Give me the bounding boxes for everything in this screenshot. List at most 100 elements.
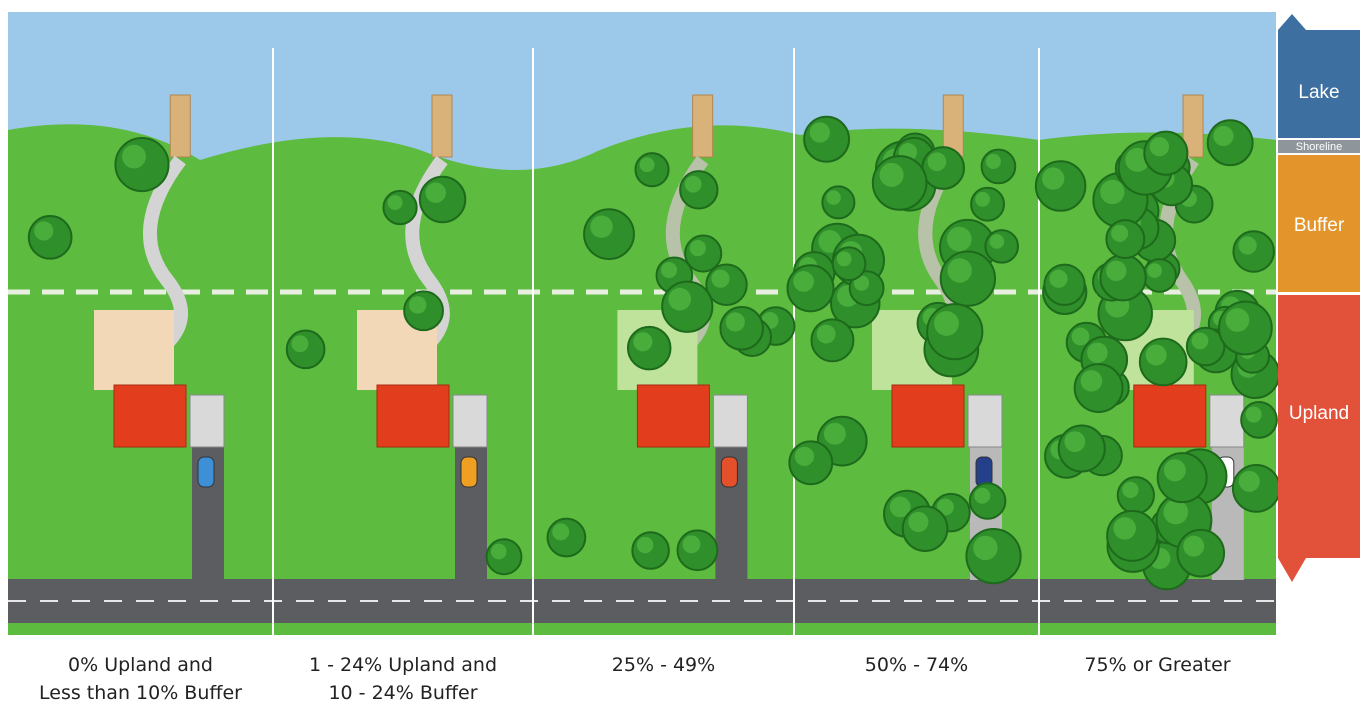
verge xyxy=(8,623,1276,635)
tree-highlight xyxy=(879,162,904,187)
upland-zone xyxy=(1278,295,1360,558)
tree-highlight xyxy=(1080,370,1103,392)
dividers xyxy=(272,48,1040,635)
tree-highlight xyxy=(660,261,678,279)
shoreline-zone xyxy=(1278,140,1360,153)
tree-highlight xyxy=(818,230,842,253)
tree-highlight xyxy=(1149,136,1170,157)
tree-highlight xyxy=(1191,332,1209,350)
tree-highlight xyxy=(946,226,972,252)
house-roof xyxy=(891,384,965,448)
tree-highlight xyxy=(1163,499,1189,525)
house-roof xyxy=(113,384,187,448)
tree-highlight xyxy=(1238,470,1260,492)
tree-highlight xyxy=(633,332,653,352)
tree-highlight xyxy=(1106,260,1127,282)
tree-highlight xyxy=(552,523,570,541)
tree-highlight xyxy=(975,191,991,207)
tree-highlight xyxy=(989,234,1005,249)
patio xyxy=(94,310,174,390)
garage xyxy=(967,394,1003,448)
house-roof xyxy=(1133,384,1207,448)
tree-highlight xyxy=(490,543,507,560)
tree-highlight xyxy=(1111,224,1129,242)
tree-highlight xyxy=(1064,431,1086,452)
tree-highlight xyxy=(1122,481,1139,499)
zone-label: Lake xyxy=(1298,82,1339,103)
lake-zone xyxy=(1278,30,1360,138)
driveway xyxy=(192,430,224,580)
tree-highlight xyxy=(793,271,814,292)
scene xyxy=(27,94,1281,591)
tree-highlight xyxy=(122,144,146,169)
tree-highlight xyxy=(934,311,959,336)
panel-caption: 75% or Greater xyxy=(1084,654,1230,676)
tree-highlight xyxy=(1087,342,1108,364)
tree-highlight xyxy=(1245,406,1262,423)
tree-highlight xyxy=(927,152,947,172)
driveway xyxy=(715,430,748,580)
garage xyxy=(189,394,225,448)
tree-highlight xyxy=(794,446,815,466)
zone-bar: Lake Shoreline Buffer Upland xyxy=(1278,14,1360,582)
dock xyxy=(692,94,714,158)
dock xyxy=(169,94,191,158)
tree-highlight xyxy=(823,422,846,445)
panel-caption: Less than 10% Buffer xyxy=(39,682,242,704)
zone-label: Shoreline xyxy=(1296,141,1342,153)
tree-highlight xyxy=(682,535,701,554)
dock xyxy=(1182,94,1204,158)
panel-caption: 25% - 49% xyxy=(612,654,715,676)
tree-highlight xyxy=(684,175,702,193)
tree-highlight xyxy=(974,487,991,504)
tree-highlight xyxy=(816,324,836,344)
garage xyxy=(1209,394,1245,448)
tree-highlight xyxy=(1163,459,1186,482)
tree-highlight xyxy=(639,157,655,173)
tree-highlight xyxy=(668,287,692,311)
garage xyxy=(452,394,488,448)
tree-highlight xyxy=(985,153,1001,169)
tree-highlight xyxy=(1238,236,1257,255)
tree-highlight xyxy=(291,335,309,353)
house-roof xyxy=(636,384,710,448)
captions: 0% Upland and Less than 10% Buffer 1 - 24%… xyxy=(39,654,1231,704)
tree-highlight xyxy=(836,251,852,267)
tree-highlight xyxy=(908,511,929,533)
tree-highlight xyxy=(973,535,998,561)
zone-label: Buffer xyxy=(1294,215,1345,236)
tree-highlight xyxy=(826,190,841,205)
tree-highlight xyxy=(889,496,911,518)
garage xyxy=(712,394,748,448)
tree-highlight xyxy=(34,221,54,241)
arrow-up xyxy=(1278,14,1306,30)
tree-highlight xyxy=(1145,344,1167,366)
panel-caption: 10 - 24% Buffer xyxy=(328,682,477,704)
tree-highlight xyxy=(1049,269,1068,288)
tree-highlight xyxy=(1042,167,1065,190)
buffer-zone xyxy=(1278,155,1360,292)
tree-highlight xyxy=(809,122,830,143)
car xyxy=(460,456,478,488)
tree-highlight xyxy=(1225,308,1250,332)
dock xyxy=(431,94,453,158)
tree-highlight xyxy=(1213,125,1234,147)
house-roof xyxy=(376,384,450,448)
tree-highlight xyxy=(409,296,427,314)
tree-highlight xyxy=(1100,179,1125,205)
panel-caption: 50% - 74% xyxy=(865,654,968,676)
panel-caption: 0% Upland and xyxy=(68,654,213,676)
car xyxy=(720,456,738,488)
panel-caption: 1 - 24% Upland and xyxy=(309,654,497,676)
driveway xyxy=(455,430,487,580)
tree-highlight xyxy=(425,182,446,203)
tree-highlight xyxy=(711,269,730,288)
tree-highlight xyxy=(1183,535,1205,557)
arrow-down xyxy=(1278,558,1306,582)
tree-highlight xyxy=(853,275,870,291)
tree-highlight xyxy=(387,195,403,211)
tree-highlight xyxy=(590,215,613,238)
tree-highlight xyxy=(636,536,654,554)
tree-highlight xyxy=(1071,327,1090,346)
